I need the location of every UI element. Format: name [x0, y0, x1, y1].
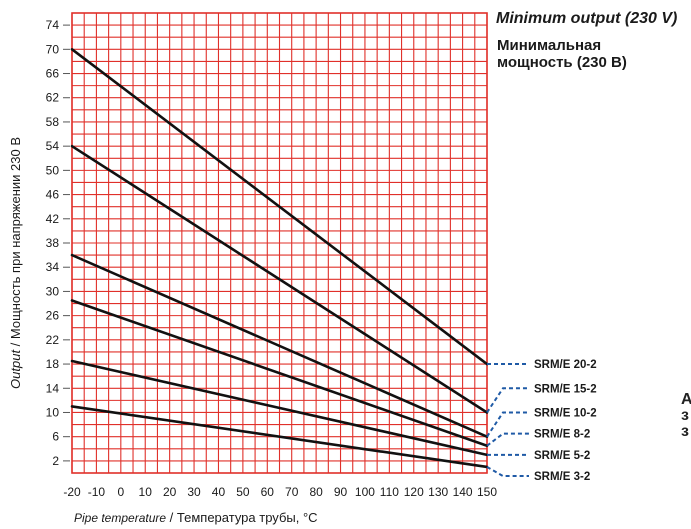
y-axis-title-ru: Мощность при напряжении 230 В — [8, 137, 23, 339]
legend-subtitle-line1: Минимальная — [497, 37, 602, 54]
series-label: SRM/E 10-2 — [534, 407, 597, 419]
axis-labels: Output / Мощность при напряжении 230 В Pi… — [8, 137, 318, 525]
series-line — [70, 405, 489, 469]
x-tick-label: 110 — [380, 485, 399, 499]
y-tick-label: 62 — [46, 91, 60, 105]
y-axis-title-sep: / — [8, 339, 23, 350]
series-lines — [70, 48, 489, 469]
series-label: SRM/E 15-2 — [534, 383, 597, 395]
y-tick-label: 14 — [46, 381, 60, 395]
y-tick-label: 6 — [52, 430, 59, 444]
legend-subtitle-line2: мощность (230 В) — [497, 54, 627, 71]
y-tick-label: 18 — [46, 357, 60, 371]
x-tick-label: 40 — [212, 485, 226, 499]
series-label: SRM/E 8-2 — [534, 429, 590, 441]
y-tick-label: 26 — [46, 309, 60, 323]
y-tick-label: 42 — [46, 212, 60, 226]
series-line — [70, 359, 489, 457]
series-leader — [486, 411, 529, 438]
x-axis-title-ru: Температура трубы, °C — [177, 510, 318, 525]
x-tick-label: 0 — [117, 485, 124, 499]
axis-ticks: 261014182226303438424650545862667074-20-… — [46, 18, 498, 499]
y-tick-label: 74 — [46, 18, 60, 32]
series-leader — [486, 466, 529, 478]
x-tick-label: 70 — [285, 485, 299, 499]
x-tick-label: 120 — [404, 485, 424, 499]
y-tick-label: 66 — [46, 67, 60, 81]
x-tick-label: 10 — [139, 485, 153, 499]
edge-text-1: А — [681, 392, 691, 408]
plot-frame — [71, 12, 488, 474]
x-tick-label: 80 — [309, 485, 323, 499]
edge-text: А з з — [681, 392, 691, 440]
series-leader — [486, 387, 529, 414]
legend-title: Minimum output (230 V) — [496, 10, 678, 27]
x-tick-label: -20 — [63, 485, 81, 499]
x-tick-label: 60 — [261, 485, 275, 499]
x-axis-title: Pipe temperature / Температура трубы, °C — [74, 510, 318, 525]
edge-text-3: з — [681, 423, 689, 440]
series-line — [70, 299, 489, 448]
series-line — [70, 144, 489, 414]
x-tick-label: -10 — [88, 485, 106, 499]
series-label: SRM/E 3-2 — [534, 471, 590, 483]
x-tick-label: 140 — [453, 485, 473, 499]
y-tick-label: 38 — [46, 236, 60, 250]
y-tick-label: 10 — [46, 405, 60, 419]
y-tick-label: 46 — [46, 188, 60, 202]
edge-text-2: з — [681, 407, 689, 424]
x-tick-label: 150 — [477, 485, 497, 499]
x-tick-label: 50 — [236, 485, 250, 499]
x-tick-label: 20 — [163, 485, 177, 499]
series-label: SRM/E 20-2 — [534, 359, 597, 371]
y-tick-label: 54 — [46, 139, 60, 153]
x-tick-label: 100 — [355, 485, 375, 499]
y-tick-label: 70 — [46, 42, 60, 56]
series-leaders: SRM/E 20-2 SRM/E 15-2 SRM/E 10-2 SRM/E 8-2 S… — [486, 359, 597, 483]
y-tick-label: 50 — [46, 163, 60, 177]
y-tick-label: 22 — [46, 333, 60, 347]
series-leader — [486, 432, 529, 447]
series-line — [70, 48, 489, 366]
x-axis-title-en: Pipe temperature — [74, 511, 166, 525]
series-label: SRM/E 5-2 — [534, 450, 590, 462]
series-line — [70, 253, 489, 438]
y-axis-title: Output / Мощность при напряжении 230 В — [8, 137, 23, 389]
x-tick-label: 90 — [334, 485, 348, 499]
y-tick-label: 58 — [46, 115, 60, 129]
y-tick-label: 30 — [46, 284, 60, 298]
x-axis-title-sep: / — [166, 510, 177, 525]
legend-subtitle: Минимальная мощность (230 В) — [497, 37, 677, 71]
y-axis-title-en: Output — [8, 349, 23, 389]
x-tick-label: 130 — [428, 485, 448, 499]
y-tick-label: 2 — [52, 454, 59, 468]
x-tick-label: 30 — [187, 485, 201, 499]
y-tick-label: 34 — [46, 260, 60, 274]
grid — [71, 12, 488, 474]
